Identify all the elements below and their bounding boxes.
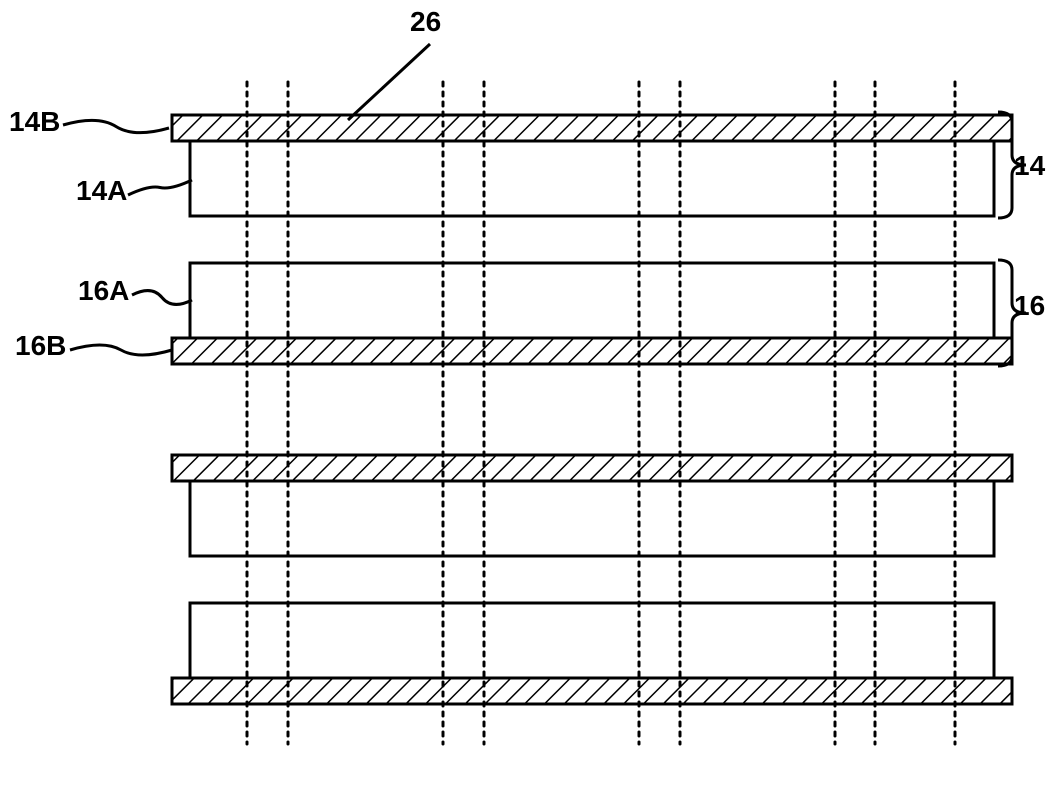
- label-16: 16: [1014, 290, 1045, 322]
- layer-h3: [172, 455, 1012, 481]
- layer-16A: [190, 263, 994, 338]
- layers-group: [172, 115, 1012, 704]
- label-26: 26: [410, 6, 441, 38]
- label-14A: 14A: [76, 175, 127, 207]
- label-14B: 14B: [9, 106, 60, 138]
- squiggle-leaders: [63, 120, 192, 355]
- label-14: 14: [1014, 150, 1045, 182]
- layer-p4: [190, 603, 994, 678]
- squiggle-leader-16A: [132, 291, 192, 305]
- layer-14B: [172, 115, 1012, 141]
- layer-p3: [190, 481, 994, 556]
- squiggle-leader-14A: [128, 180, 192, 195]
- label-16B: 16B: [15, 330, 66, 362]
- diagram-canvas: 26 14B 14A 16A 16B 14 16: [0, 0, 1046, 802]
- diagram-svg: [0, 0, 1046, 802]
- squiggle-leader-14B: [63, 120, 169, 132]
- layer-16B: [172, 338, 1012, 364]
- label-16A: 16A: [78, 275, 129, 307]
- layer-h4: [172, 678, 1012, 704]
- layer-14A: [190, 141, 994, 216]
- squiggle-leader-16B: [70, 345, 172, 355]
- leader-line-26: [348, 44, 430, 120]
